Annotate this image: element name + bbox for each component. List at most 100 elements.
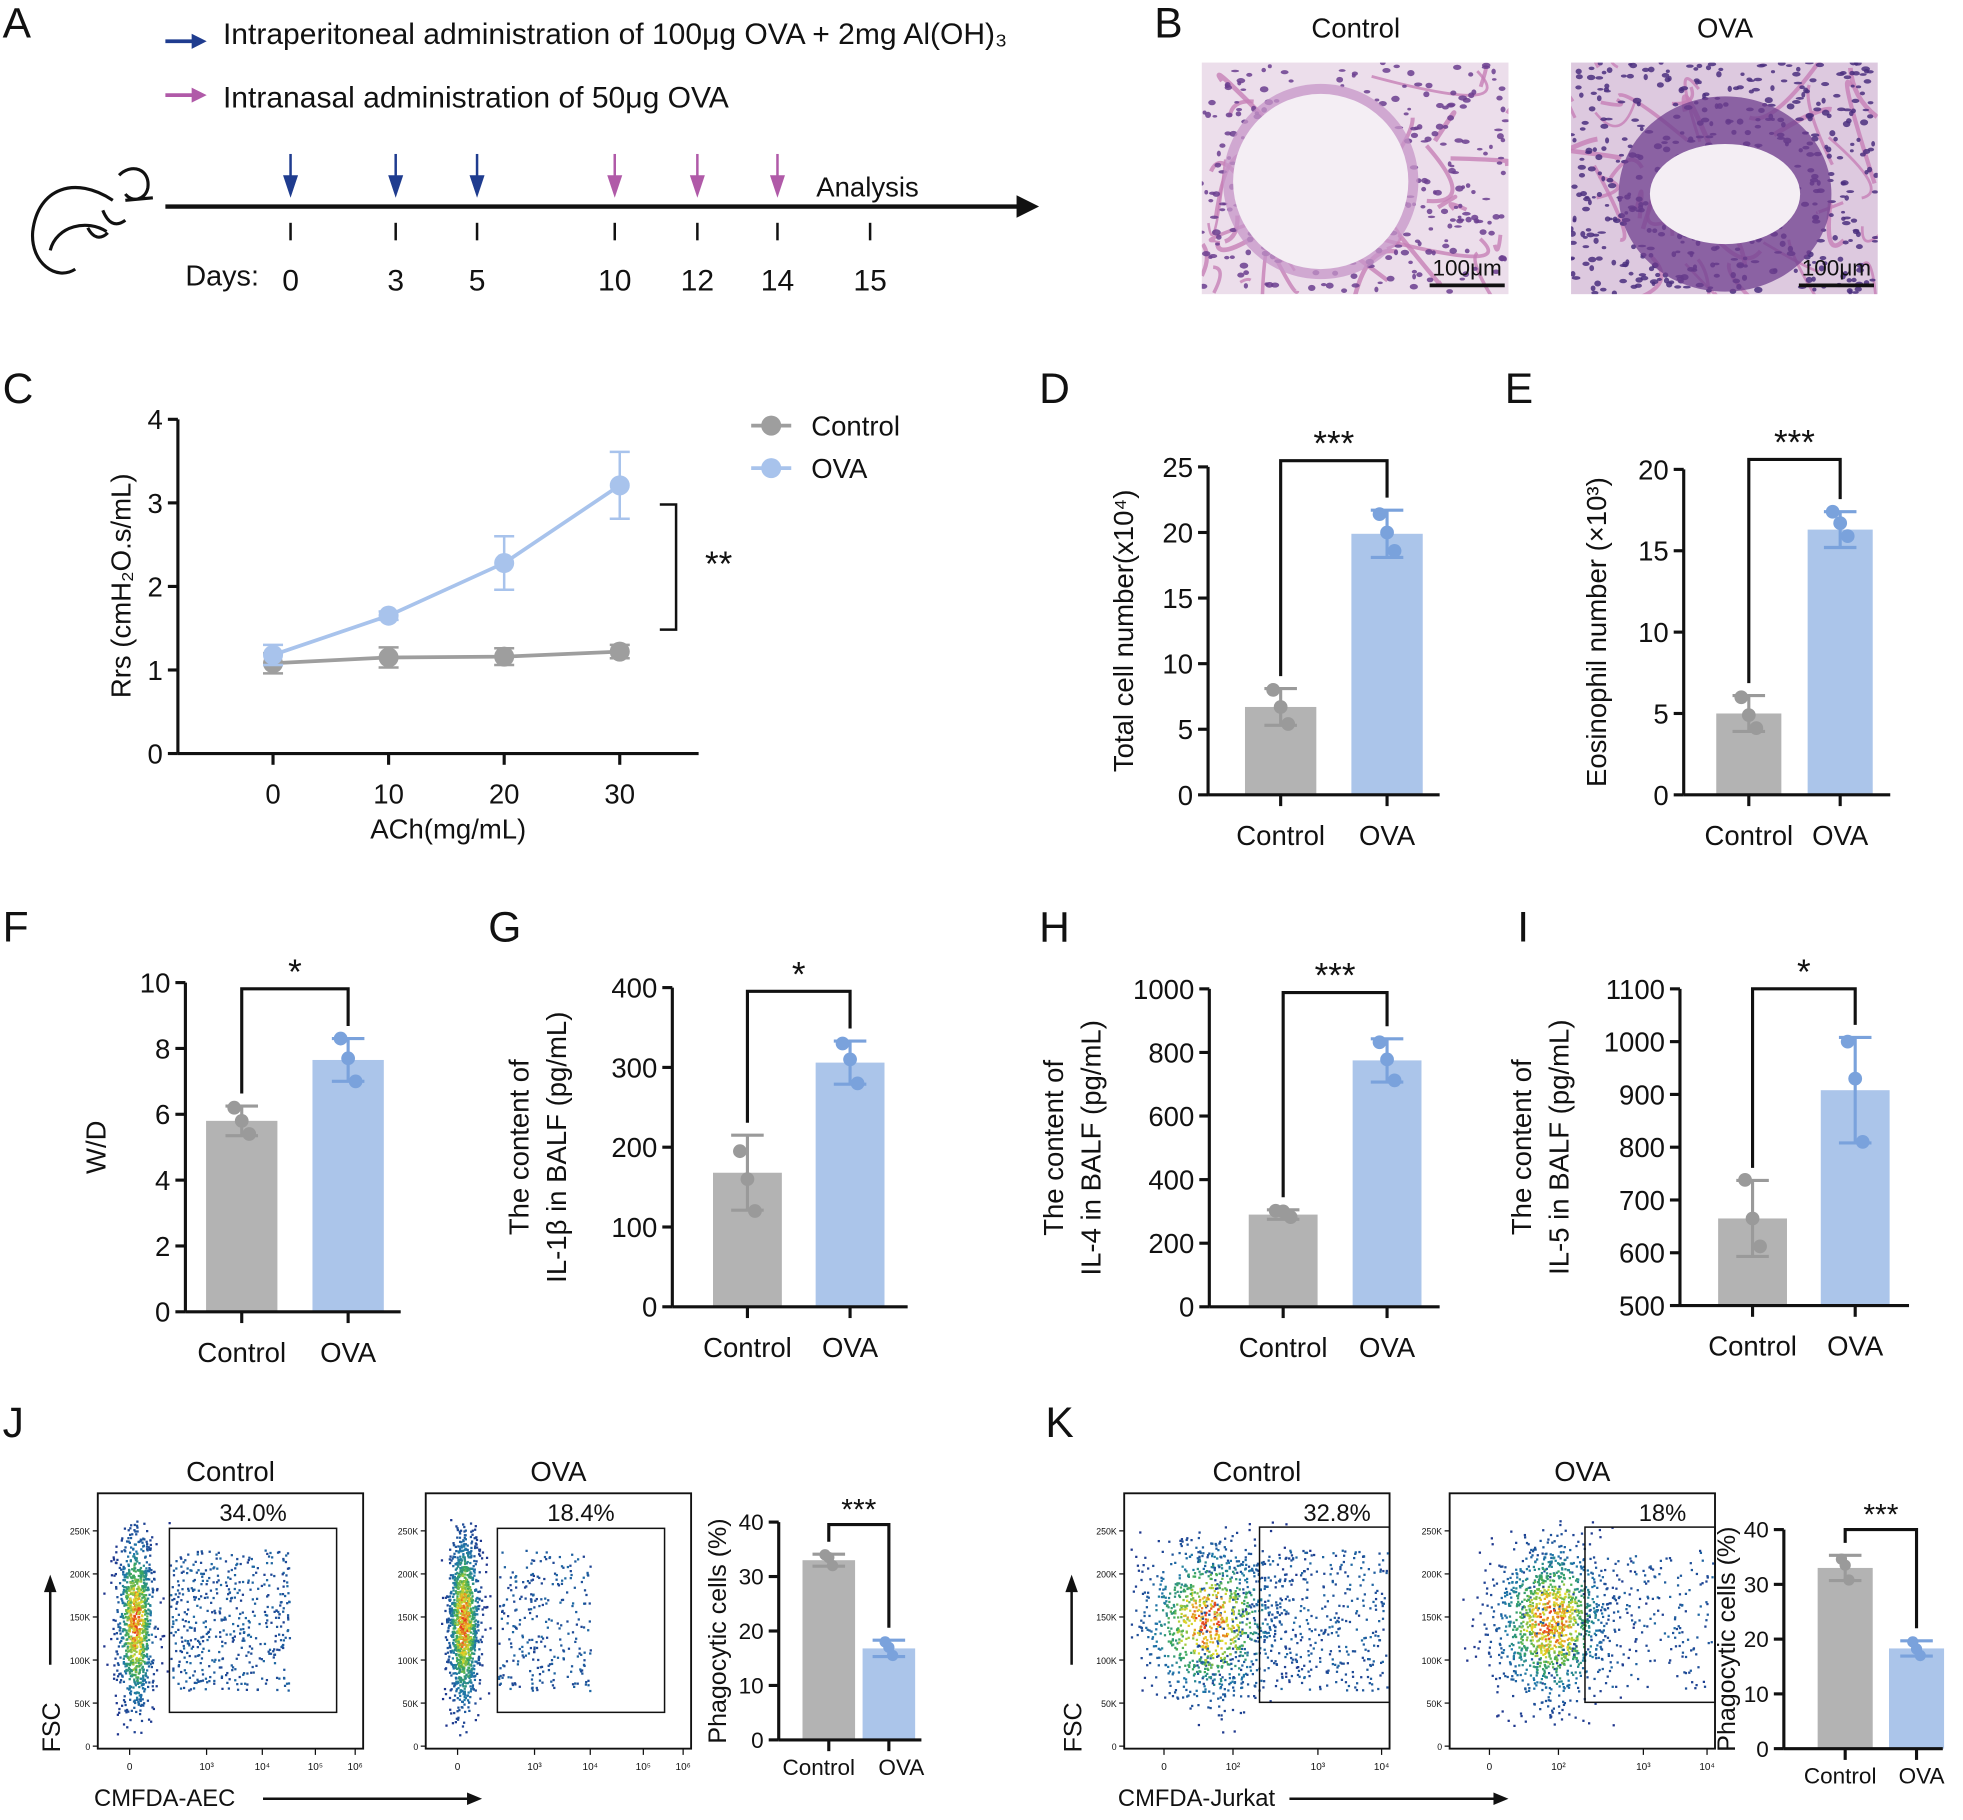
event-dot (1171, 1673, 1174, 1676)
event-dot (1231, 1658, 1234, 1661)
data-point (835, 1036, 850, 1051)
y-tick-label: 20 (1162, 517, 1193, 548)
event-dot (461, 1585, 465, 1588)
event-dot (468, 1709, 471, 1713)
event-dot (136, 1569, 140, 1572)
event-dot (120, 1636, 124, 1640)
event-dot (127, 1629, 131, 1632)
event-dot (266, 1552, 269, 1556)
event-dot (460, 1627, 463, 1630)
event-dot (1222, 1698, 1225, 1702)
event-dot (193, 1578, 196, 1582)
ip-dose-arrow-icon (388, 153, 404, 198)
event-dot (1249, 1606, 1253, 1609)
event-dot (459, 1656, 462, 1659)
event-dot (216, 1574, 220, 1577)
event-dot (132, 1639, 135, 1642)
event-dot (136, 1530, 139, 1533)
event-dot (481, 1613, 485, 1616)
event-dot (124, 1703, 127, 1707)
event-dot (1267, 1599, 1270, 1602)
event-dot (282, 1621, 285, 1624)
scatter-points (1130, 1521, 1390, 1734)
event-dot (202, 1572, 206, 1575)
event-dot (287, 1689, 290, 1692)
timeline-panel-a: Intraperitoneal administration of 100μg … (31, 18, 1040, 297)
event-dot (473, 1555, 476, 1558)
y-tick-label: 10 (1162, 649, 1193, 680)
event-dot (467, 1666, 471, 1669)
event-dot (239, 1632, 242, 1635)
event-dot (201, 1552, 204, 1555)
event-dot (1241, 1676, 1244, 1679)
event-dot (1310, 1614, 1313, 1618)
event-dot (463, 1614, 466, 1617)
event-dot (1205, 1658, 1208, 1662)
event-dot (1194, 1613, 1197, 1617)
event-dot (1141, 1570, 1144, 1573)
event-dot (236, 1557, 239, 1561)
event-dot (537, 1635, 540, 1638)
y-tick-label: 1 (148, 655, 163, 686)
event-dot (465, 1616, 468, 1619)
event-dot (531, 1559, 534, 1562)
event-dot (268, 1652, 271, 1655)
panel-label: K (1045, 1399, 1073, 1447)
event-dot (139, 1657, 142, 1660)
event-dot (1210, 1584, 1214, 1587)
event-dot (547, 1668, 551, 1672)
event-dot (144, 1603, 147, 1606)
event-dot (464, 1635, 468, 1638)
event-dot (543, 1555, 547, 1559)
event-dot (1271, 1613, 1274, 1616)
gate-rectangle (168, 1527, 338, 1714)
event-dot (137, 1585, 140, 1588)
y-axis-label: IL-4 in BALF (pg/mL) (1075, 1020, 1106, 1275)
event-dot (1374, 1604, 1377, 1607)
event-dot (140, 1578, 143, 1581)
event-dot (1369, 1607, 1372, 1610)
event-dot (1235, 1629, 1238, 1632)
event-dot (472, 1569, 476, 1572)
event-dot (139, 1663, 143, 1666)
event-dot (1194, 1664, 1197, 1667)
event-dot (1259, 1636, 1262, 1639)
event-dot (119, 1563, 123, 1566)
event-dot (1210, 1565, 1213, 1569)
event-dot (1503, 1591, 1507, 1595)
y-tick-label: 800 (1148, 1037, 1194, 1068)
event-dot (1315, 1570, 1319, 1573)
event-dot (135, 1628, 139, 1631)
event-dot (480, 1557, 484, 1560)
event-dot (1294, 1616, 1297, 1619)
event-dot (234, 1668, 237, 1671)
event-dot (461, 1574, 465, 1578)
event-dot (149, 1614, 152, 1617)
event-dot (462, 1685, 465, 1688)
event-dot (1525, 1668, 1528, 1671)
event-dot (222, 1618, 225, 1621)
event-dot (473, 1559, 476, 1563)
event-dot (450, 1614, 453, 1617)
event-dot (583, 1659, 586, 1662)
event-dot (1205, 1600, 1208, 1603)
event-dot (1567, 1626, 1570, 1629)
x-category-label: Control (703, 1332, 792, 1363)
event-dot (469, 1638, 472, 1641)
event-dot (1213, 1618, 1216, 1621)
event-dot (270, 1562, 273, 1565)
scale-bar-label: 100μm (1802, 255, 1871, 280)
event-dot (172, 1622, 175, 1626)
event-dot (570, 1670, 573, 1673)
event-dot (441, 1622, 444, 1625)
event-dot (1479, 1612, 1482, 1615)
event-dot (556, 1656, 560, 1659)
event-dot (1223, 1709, 1226, 1713)
event-dot (1165, 1604, 1169, 1608)
event-dot (141, 1610, 144, 1614)
event-dot (137, 1702, 141, 1705)
event-dot (1325, 1670, 1328, 1673)
event-dot (1281, 1675, 1284, 1678)
event-dot (1628, 1593, 1631, 1596)
event-dot (1519, 1586, 1522, 1589)
